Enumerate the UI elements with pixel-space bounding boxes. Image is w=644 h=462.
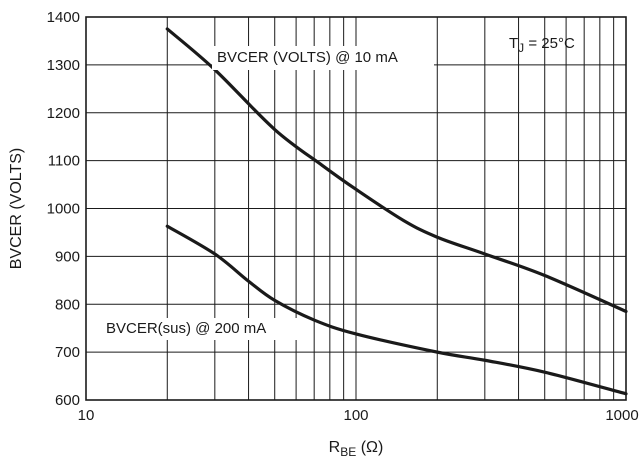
y-tick-label: 1400 [47,9,80,26]
curves [165,27,628,396]
x-tick-label: 10 [78,407,95,424]
y-tick-label: 1000 [47,201,80,218]
y-tick-label: 600 [55,392,80,409]
temperature-annotation-value: = 25°C [524,35,575,52]
tick-labels: 600 700 800 900 1000 1100 1200 1300 1400 10 100 100… [47,9,639,424]
x-tick-label: 1000 [605,407,638,424]
series-label-background [102,318,302,340]
temperature-annotation: TJ = 25°C [509,35,575,55]
series-line-1 [165,27,628,314]
y-tick-label: 1100 [48,153,80,170]
plot-frame [85,16,627,401]
y-tick-label: 800 [55,296,80,313]
x-axis-title-subscript: BE [340,445,356,459]
y-tick-label: 700 [55,344,80,361]
temperature-annotation-main: T [509,35,518,52]
x-axis-title: RBE (Ω) [329,439,384,459]
series-label-background [212,46,434,70]
y-tick-label: 900 [55,248,80,265]
series-labels: BVCER (VOLTS) @ 10 mA BVCER(sus) @ 200 mA [102,46,434,340]
y-tick-label: 1200 [47,105,80,122]
y-tick-label: 1300 [47,57,80,74]
series-line-2 [165,224,628,396]
temperature-annotation-subscript: J [518,41,524,55]
x-axis-title-main: R [329,439,341,456]
y-axis-title: BVCER (VOLTS) [8,148,25,270]
series-label-1: BVCER (VOLTS) @ 10 mA [217,49,398,66]
x-axis-title-unit: (Ω) [356,439,383,456]
series-label-2: BVCER(sus) @ 200 mA [106,320,266,337]
grid [86,17,626,400]
x-tick-label: 100 [343,407,368,424]
